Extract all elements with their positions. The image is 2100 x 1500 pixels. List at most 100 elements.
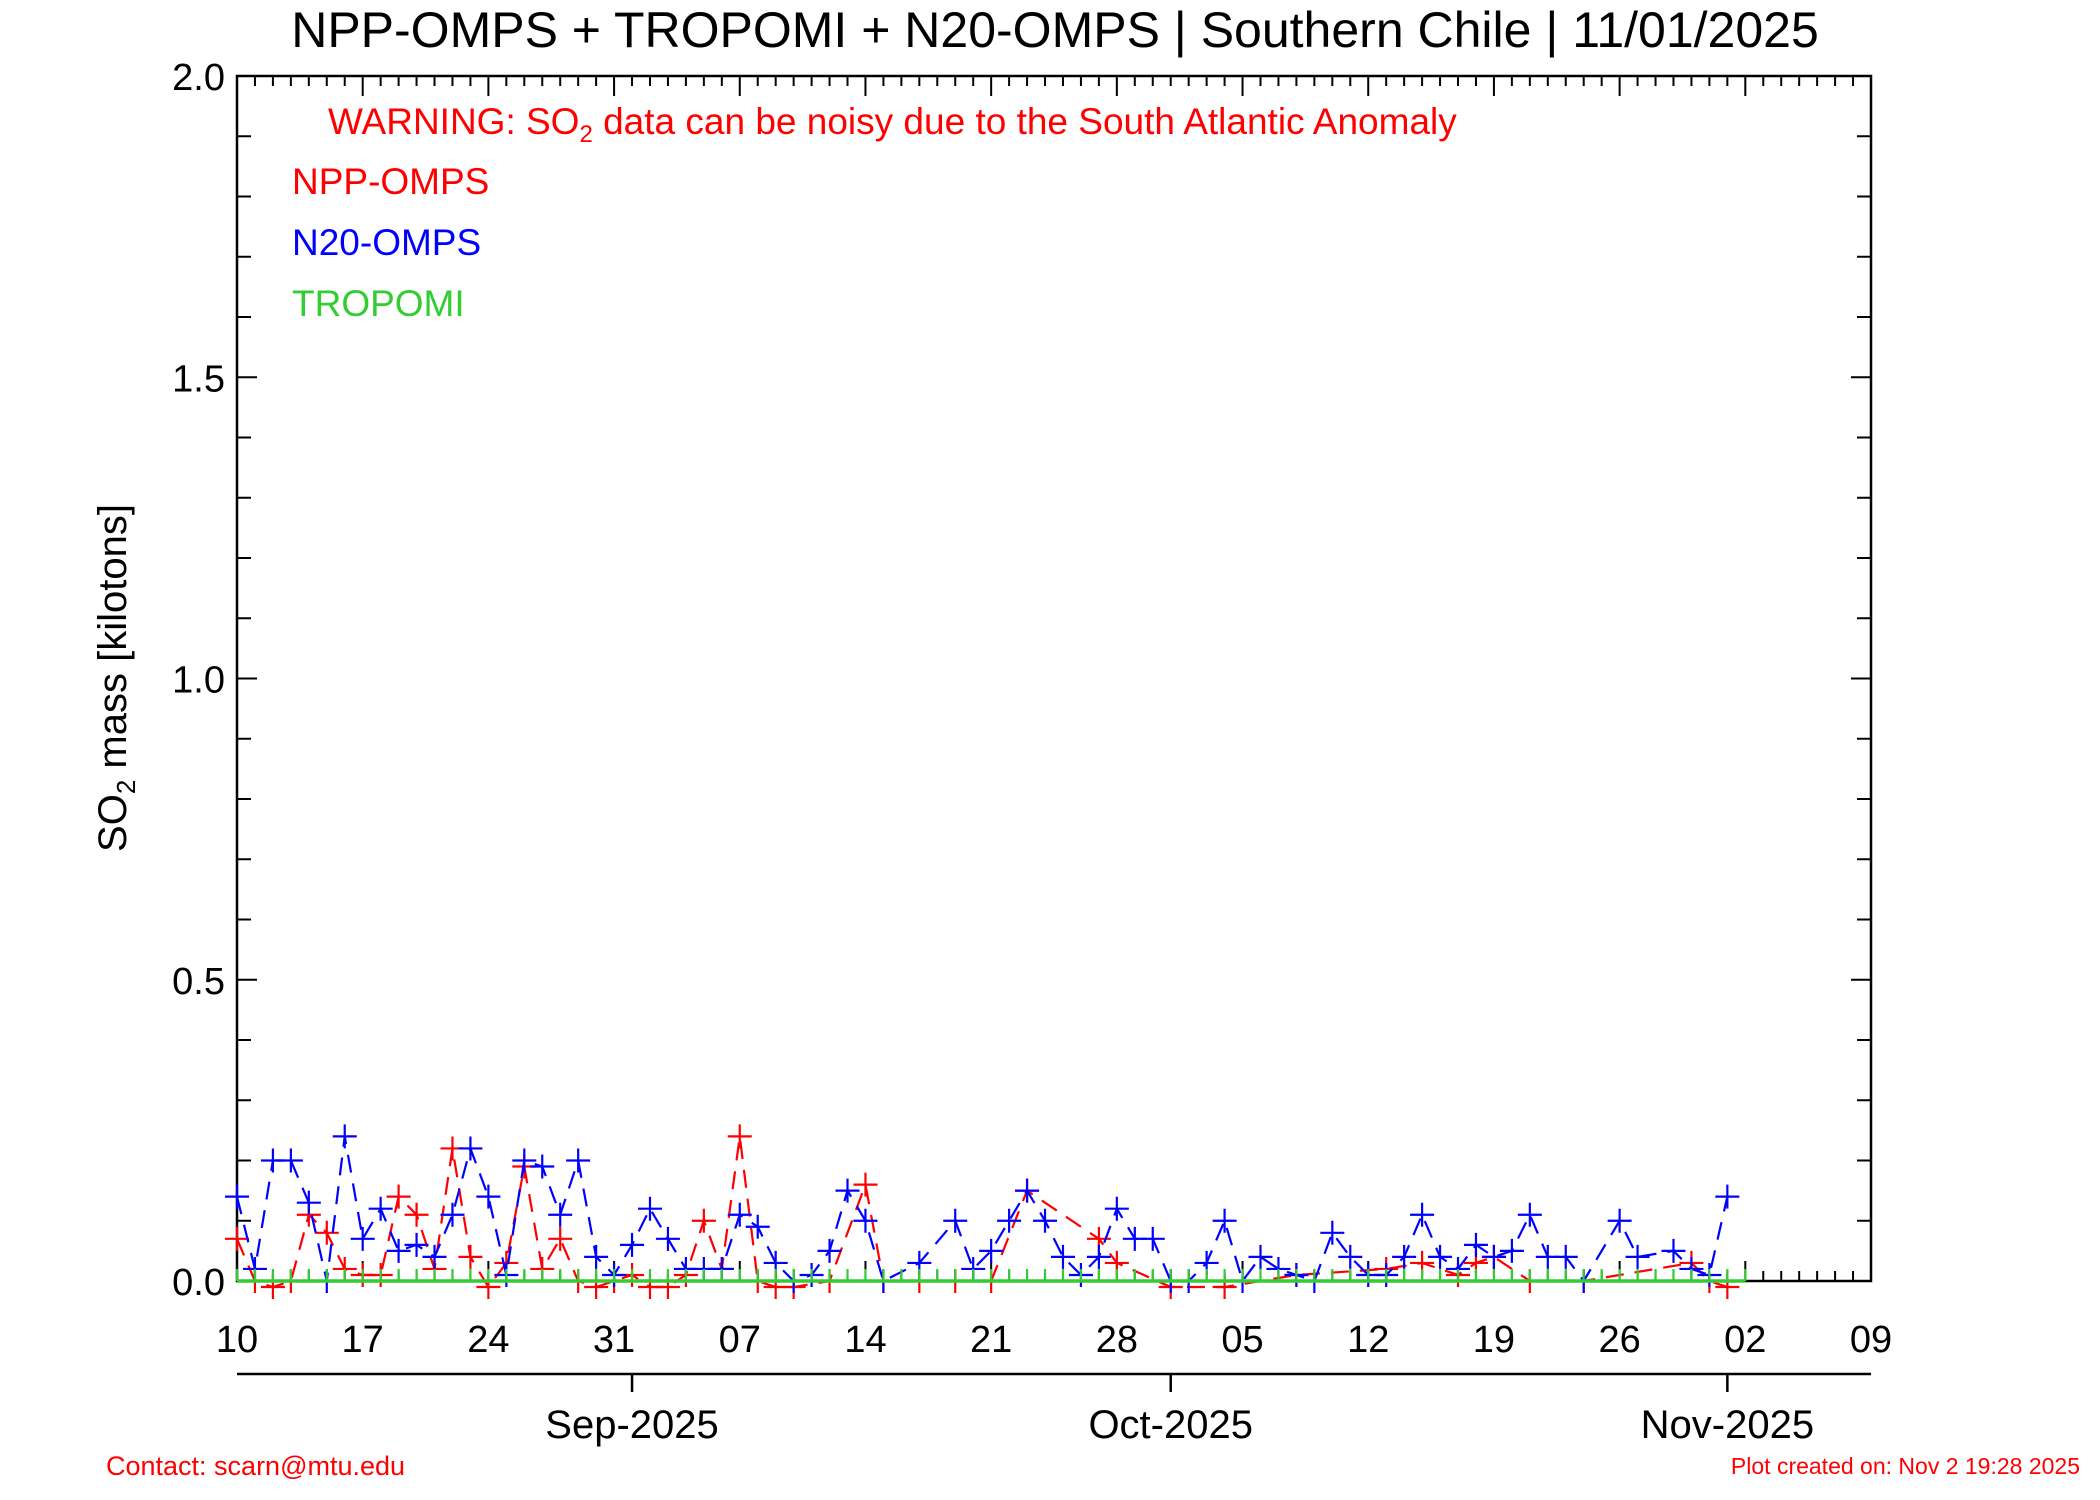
x-tick-label: 19 [1473, 1319, 1515, 1361]
data-point-marker [1104, 1196, 1129, 1221]
data-point-marker [1050, 1244, 1075, 1269]
warning-text: WARNING: SO2 data can be noisy due to th… [328, 101, 1457, 148]
data-point-marker [1410, 1202, 1435, 1227]
data-point-marker [1392, 1244, 1417, 1269]
data-point-marker [1212, 1208, 1237, 1233]
plot-axes [235, 74, 1873, 1283]
data-point-marker [404, 1232, 429, 1257]
data-point-marker [1481, 1244, 1506, 1269]
y-axis-label: SO2 mass [kilotons] [91, 504, 141, 852]
data-point-marker [404, 1202, 429, 1227]
data-point-marker [835, 1178, 860, 1203]
series-line [235, 1136, 1728, 1290]
x-tick-label: 26 [1598, 1319, 1640, 1361]
data-point-marker [817, 1238, 842, 1263]
y-tick-label: 1.5 [172, 358, 225, 400]
data-point-marker [1248, 1244, 1273, 1269]
data-point-marker [1015, 1178, 1040, 1203]
data-point-marker [225, 1184, 249, 1209]
data-point-marker [332, 1124, 357, 1149]
y-tick-label: 0.0 [172, 1262, 225, 1304]
data-point-marker [853, 1208, 878, 1233]
data-point-marker [1553, 1244, 1578, 1269]
data-point-marker [1320, 1220, 1345, 1245]
warning-annotation: WARNING: SO2 data can be noisy due to th… [328, 101, 1457, 148]
month-tick-label: Sep-2025 [545, 1403, 718, 1447]
x-tick-label: 10 [216, 1319, 258, 1361]
x-tick-label: 21 [970, 1319, 1012, 1361]
x-tick-label: 02 [1724, 1319, 1766, 1361]
x-tick-label: 17 [342, 1319, 384, 1361]
data-point-marker [1033, 1208, 1058, 1233]
data-point-marker [727, 1124, 752, 1149]
legend-entry: NPP-OMPS [292, 161, 489, 202]
series-layer [225, 1124, 1747, 1300]
data-point-marker [458, 1136, 483, 1161]
data-point-marker [620, 1232, 645, 1257]
data-point-marker [1428, 1244, 1453, 1269]
data-point-marker [458, 1244, 483, 1269]
y-tick-label: 1.0 [172, 660, 225, 702]
plot-created-footer: Plot created on: Nov 2 19:28 2025 [1730, 1453, 2080, 1479]
data-point-marker [584, 1244, 609, 1269]
data-point-marker [530, 1154, 555, 1179]
data-point-marker [350, 1226, 375, 1251]
data-point-marker [1517, 1202, 1542, 1227]
data-point-marker [225, 1226, 249, 1251]
month-tick-label: Nov-2025 [1641, 1403, 1814, 1447]
data-point-marker [745, 1214, 770, 1239]
data-point-marker [1625, 1244, 1650, 1269]
data-point-marker [1463, 1232, 1488, 1257]
data-point-marker [278, 1148, 303, 1173]
data-point-marker [943, 1208, 968, 1233]
x-tick-label: 09 [1850, 1319, 1892, 1361]
data-point-marker [637, 1196, 662, 1221]
y-axis-title: SO2 mass [kilotons] [91, 504, 141, 852]
legend-entry: TROPOMI [292, 283, 465, 324]
series-line [235, 1136, 1729, 1284]
data-point-marker [386, 1238, 411, 1263]
data-point-marker [566, 1148, 591, 1173]
data-point-marker [997, 1208, 1022, 1233]
series-tropomi [235, 1269, 1747, 1283]
y-tick-label: 0.5 [172, 961, 225, 1003]
data-point-marker [296, 1190, 321, 1215]
data-point-marker [1338, 1244, 1363, 1269]
data-point-marker [386, 1184, 411, 1209]
data-point-marker [476, 1184, 501, 1209]
x-tick-label: 07 [719, 1319, 761, 1361]
data-point-marker [548, 1202, 573, 1227]
x-tick-label: 31 [593, 1319, 635, 1361]
x-tick-label: 12 [1347, 1319, 1389, 1361]
month-axis: Sep-2025 Oct-2025 Nov-2025 [237, 1372, 1871, 1447]
month-tick-label: Oct-2025 [1088, 1403, 1253, 1447]
data-point-marker [368, 1196, 393, 1221]
data-point-marker [1086, 1244, 1111, 1269]
data-point-marker [727, 1202, 752, 1227]
data-point-marker [1715, 1184, 1740, 1209]
data-point-marker [440, 1202, 465, 1227]
data-point-marker [691, 1208, 716, 1233]
x-tick-label: 14 [844, 1319, 886, 1361]
legend-entry: N20-OMPS [292, 222, 481, 263]
legend: NPP-OMPS N20-OMPS TROPOMI [292, 161, 489, 324]
data-point-marker [1607, 1208, 1632, 1233]
data-point-marker [853, 1172, 878, 1197]
data-point-marker [548, 1226, 573, 1251]
data-point-marker [314, 1220, 339, 1245]
x-tick-label: 28 [1096, 1319, 1138, 1361]
data-point-marker [979, 1238, 1004, 1263]
plot-frame [235, 74, 1873, 1283]
chart-title: NPP-OMPS + TROPOMI + N20-OMPS | Southern… [291, 2, 1819, 58]
data-point-marker [1499, 1238, 1524, 1263]
data-point-marker [1140, 1226, 1165, 1251]
y-tick-label: 2.0 [172, 57, 225, 99]
data-point-marker [512, 1148, 537, 1173]
contact-footer: Contact: scarn@mtu.edu [106, 1451, 406, 1481]
x-tick-label: 24 [467, 1319, 509, 1361]
data-point-marker [1661, 1238, 1686, 1263]
x-tick-label: 05 [1221, 1319, 1263, 1361]
data-point-marker [655, 1226, 680, 1251]
data-point-marker [422, 1244, 447, 1269]
